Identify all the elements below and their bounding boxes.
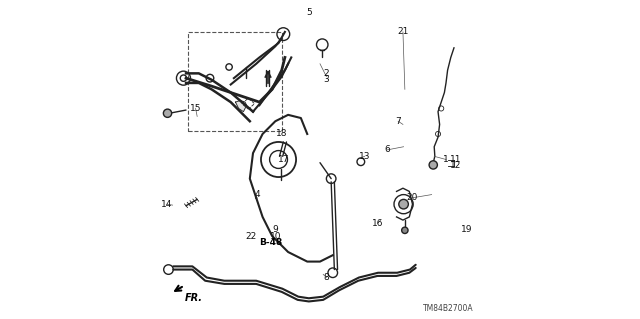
- Text: 13: 13: [359, 152, 371, 161]
- Bar: [188, 32, 282, 131]
- Text: 10: 10: [269, 232, 281, 241]
- Polygon shape: [236, 100, 246, 112]
- Circle shape: [399, 199, 408, 209]
- Circle shape: [163, 109, 172, 117]
- Text: 8: 8: [323, 273, 329, 282]
- Text: 12: 12: [450, 161, 461, 170]
- Text: 9: 9: [273, 225, 278, 234]
- Text: 1: 1: [443, 155, 449, 164]
- Text: 6: 6: [384, 145, 390, 154]
- Text: 17: 17: [278, 155, 289, 164]
- Text: FR.: FR.: [184, 293, 202, 303]
- Text: 20: 20: [407, 193, 418, 202]
- Circle shape: [429, 161, 437, 169]
- Text: 19: 19: [461, 225, 472, 234]
- Text: 21: 21: [397, 27, 408, 36]
- Text: 4: 4: [255, 190, 260, 199]
- Circle shape: [402, 227, 408, 234]
- Text: 2: 2: [324, 69, 329, 78]
- Text: 18: 18: [276, 130, 287, 138]
- Text: 3: 3: [323, 75, 329, 84]
- Text: 15: 15: [190, 104, 202, 113]
- Text: 5: 5: [306, 8, 312, 17]
- Text: B-48: B-48: [259, 238, 282, 247]
- Text: 7: 7: [396, 117, 401, 126]
- Text: 22: 22: [246, 232, 257, 241]
- Text: 11: 11: [450, 155, 461, 164]
- Text: TM84B2700A: TM84B2700A: [422, 304, 473, 313]
- Text: 16: 16: [372, 219, 383, 228]
- Text: 14: 14: [161, 200, 173, 209]
